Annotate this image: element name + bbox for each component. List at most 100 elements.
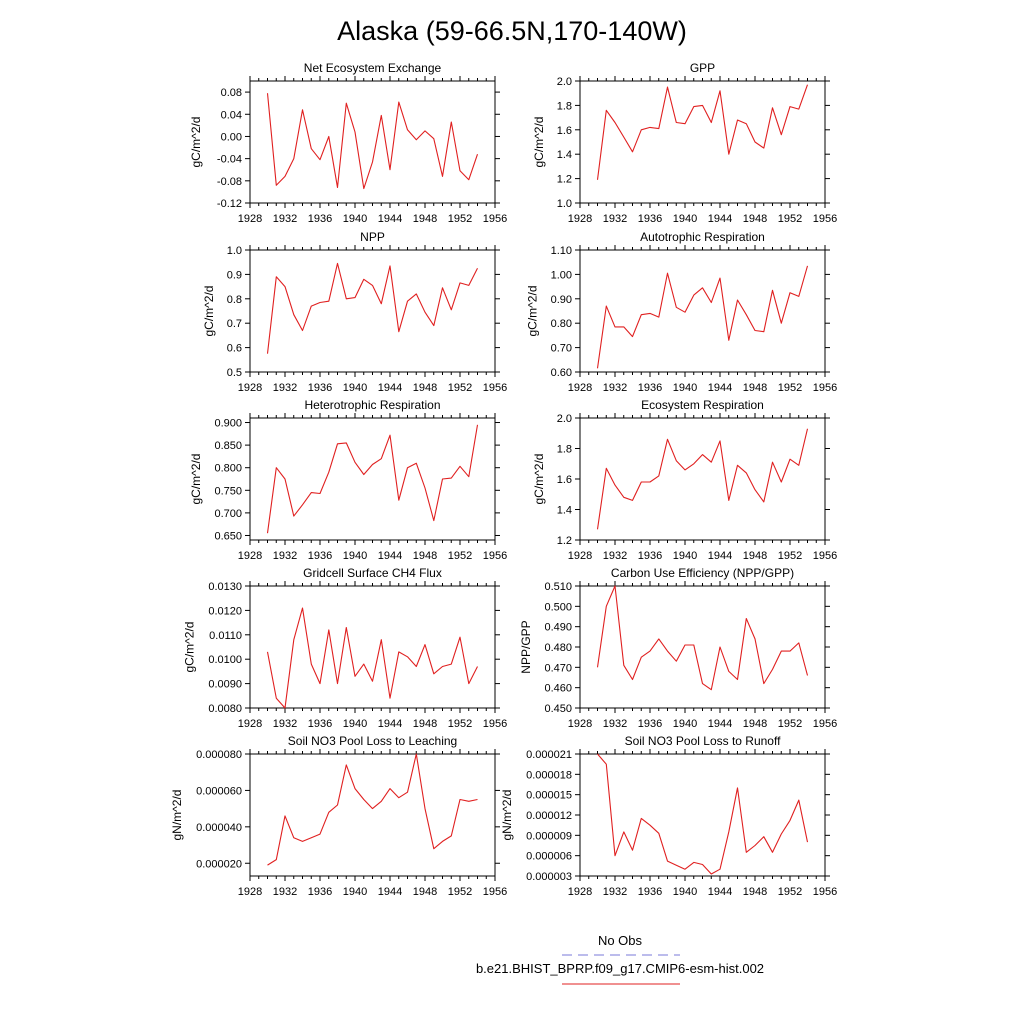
x-tick-label: 1936	[638, 550, 662, 562]
panel-gridcell-surface-ch4-flux: Gridcell Surface CH4 Flux 1928 1932 1936 194…	[183, 566, 508, 730]
y-tick-label: 0.850	[214, 440, 242, 452]
y-tick-label: 2.0	[557, 76, 572, 88]
x-tick-label: 1928	[568, 886, 592, 898]
x-tick-label: 1936	[308, 550, 332, 562]
plot-frame	[579, 249, 826, 373]
x-tick-label: 1948	[743, 213, 767, 225]
y-tick-label: 0.000021	[526, 749, 572, 761]
y-tick-label: 0.450	[544, 703, 572, 715]
plot-frame	[249, 417, 496, 541]
x-tick-label: 1952	[778, 382, 802, 394]
x-tick-label: 1932	[603, 718, 627, 730]
x-tick-label: 1940	[673, 718, 697, 730]
panel-title: Carbon Use Efficiency (NPP/GPP)	[611, 566, 794, 580]
y-axis-label: gC/m^2/d	[532, 454, 546, 505]
y-tick-label: 0.000018	[526, 769, 572, 781]
y-tick-label: 0.480	[544, 642, 572, 654]
x-tick-label: 1928	[568, 213, 592, 225]
x-tick-label: 1932	[603, 213, 627, 225]
y-tick-label: 0.60	[551, 367, 572, 379]
x-tick-label: 1956	[813, 886, 837, 898]
y-tick-label: 1.8	[557, 444, 572, 456]
y-tick-label: 0.000012	[526, 810, 572, 822]
x-tick-label: 1952	[448, 382, 472, 394]
x-tick-label: 1952	[448, 718, 472, 730]
x-tick-label: 1940	[673, 382, 697, 394]
y-tick-label: 0.470	[544, 662, 572, 674]
panel-title: Soil NO3 Pool Loss to Leaching	[288, 734, 457, 748]
panel-ecosystem-respiration: Ecosystem Respiration 1928 1932 1936 1940 194…	[532, 398, 837, 562]
plot-frame	[579, 753, 826, 877]
y-axis-label: gC/m^2/d	[525, 286, 539, 337]
y-tick-label: 0.70	[551, 343, 572, 355]
legend-label-model: b.e21.BHIST_BPRP.f09_g17.CMIP6-esm-hist.…	[476, 961, 764, 976]
y-axis-label: gC/m^2/d	[532, 117, 546, 168]
x-tick-label: 1956	[483, 213, 507, 225]
x-tick-label: 1936	[308, 213, 332, 225]
x-tick-label: 1940	[343, 382, 367, 394]
y-tick-label: 1.0	[557, 198, 572, 210]
x-tick-label: 1948	[743, 886, 767, 898]
y-tick-label: 0.9	[227, 269, 242, 281]
x-tick-label: 1928	[568, 382, 592, 394]
x-tick-label: 1940	[343, 886, 367, 898]
x-tick-label: 1944	[708, 213, 732, 225]
y-tick-label: 1.6	[557, 125, 572, 137]
panel-title: NPP	[360, 230, 385, 244]
x-tick-label: 1944	[708, 886, 732, 898]
plot-frame	[249, 753, 496, 877]
y-tick-label: 0.90	[551, 294, 572, 306]
x-tick-label: 1952	[778, 213, 802, 225]
x-tick-label: 1940	[673, 550, 697, 562]
panel-title: Gridcell Surface CH4 Flux	[303, 566, 442, 580]
x-tick-label: 1936	[638, 718, 662, 730]
x-tick-label: 1932	[603, 886, 627, 898]
x-tick-label: 1936	[308, 718, 332, 730]
panel-title: Autotrophic Respiration	[640, 230, 765, 244]
x-tick-label: 1944	[708, 718, 732, 730]
panel-gpp: GPP 1928 1932 1936 1940 1944 1948 1952 1956 1.0 1.…	[532, 61, 837, 225]
y-tick-label: 0.800	[214, 463, 242, 475]
y-tick-label: 0.000060	[196, 785, 242, 797]
y-axis-label: gC/m^2/d	[202, 286, 216, 337]
y-tick-label: 1.2	[557, 535, 572, 547]
figure-title: Alaska (59-66.5N,170-140W)	[337, 16, 687, 46]
x-tick-label: 1948	[743, 550, 767, 562]
x-tick-label: 1956	[813, 550, 837, 562]
x-tick-label: 1928	[238, 382, 262, 394]
x-tick-label: 1940	[343, 213, 367, 225]
x-tick-label: 1944	[708, 550, 732, 562]
x-tick-label: 1944	[378, 213, 402, 225]
y-tick-label: -0.08	[217, 176, 242, 188]
y-tick-label: 1.8	[557, 100, 572, 112]
y-tick-label: 2.0	[557, 413, 572, 425]
x-tick-label: 1936	[638, 382, 662, 394]
panel-title: Heterotrophic Respiration	[304, 398, 440, 412]
y-axis-label: gN/m^2/d	[500, 790, 514, 841]
plot-frame	[579, 80, 826, 204]
y-tick-label: 0.000040	[196, 822, 242, 834]
y-tick-label: -0.04	[217, 154, 242, 166]
y-tick-label: 0.000015	[526, 790, 572, 802]
x-tick-label: 1944	[378, 382, 402, 394]
x-tick-label: 1940	[343, 718, 367, 730]
x-tick-label: 1956	[483, 550, 507, 562]
x-tick-label: 1932	[273, 550, 297, 562]
series-line	[266, 607, 478, 709]
panel-net-ecosystem-exchange: Net Ecosystem Exchange 1928 1932 1936 1940 19…	[189, 61, 507, 225]
y-axis-label: gN/m^2/d	[170, 790, 184, 841]
series-line	[596, 428, 809, 530]
y-tick-label: 0.510	[544, 581, 572, 593]
y-tick-label: 0.0120	[208, 605, 242, 617]
y-tick-label: -0.12	[217, 198, 242, 210]
y-tick-label: 0.0090	[208, 679, 242, 691]
plot-frame	[249, 585, 496, 709]
y-tick-label: 0.000080	[196, 749, 242, 761]
y-tick-label: 0.000003	[526, 871, 572, 883]
x-tick-label: 1956	[813, 718, 837, 730]
x-tick-label: 1944	[378, 886, 402, 898]
y-tick-label: 0.900	[214, 418, 242, 430]
series-line	[596, 84, 809, 180]
x-tick-label: 1956	[483, 382, 507, 394]
